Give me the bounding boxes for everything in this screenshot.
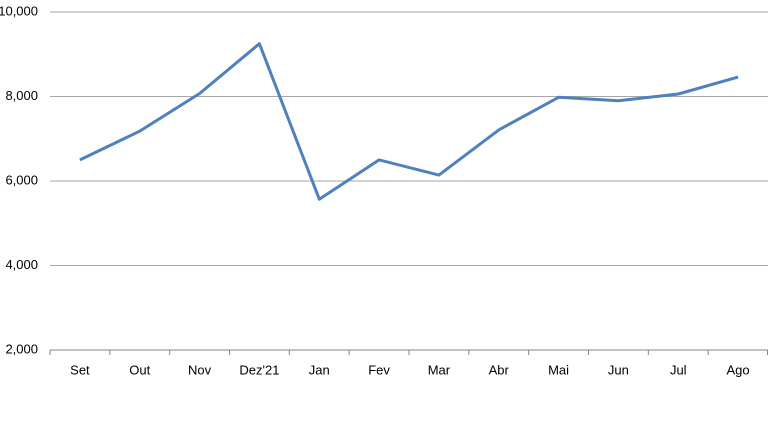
x-tick-label: Abr — [489, 362, 510, 377]
y-tick-label: 2,000 — [5, 341, 38, 356]
x-tick-label: Mar — [428, 362, 451, 377]
y-tick-label: 8,000 — [5, 88, 38, 103]
x-tick-label: Ago — [727, 362, 750, 377]
x-tick-label: Jun — [608, 362, 629, 377]
y-tick-label: 4,000 — [5, 257, 38, 272]
x-tick-label: Nov — [188, 362, 212, 377]
x-tick-label: Out — [129, 362, 150, 377]
x-tick-label: Fev — [368, 362, 390, 377]
x-tick-label: Jul — [670, 362, 687, 377]
x-tick-label: Jan — [309, 362, 330, 377]
x-tick-label: Set — [70, 362, 90, 377]
y-tick-label: 10,000 — [0, 3, 38, 18]
data-line — [79, 42, 739, 201]
y-tick-label: 6,000 — [5, 172, 38, 187]
x-tick-label: Mai — [548, 362, 569, 377]
x-tick-label: Dez'21 — [239, 362, 279, 377]
